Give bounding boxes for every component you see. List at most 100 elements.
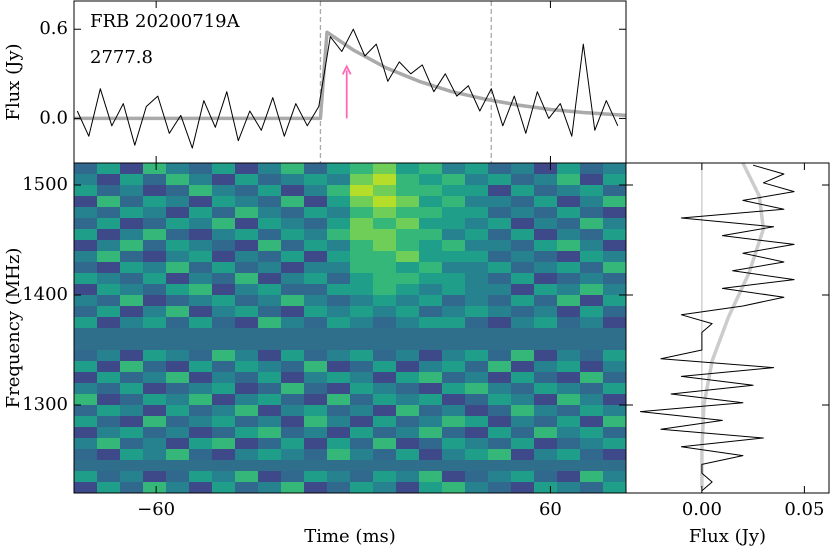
heat-cell xyxy=(603,317,627,329)
heat-cell xyxy=(258,207,282,219)
heat-cell xyxy=(74,317,98,329)
heat-cell xyxy=(166,361,190,373)
heat-cell xyxy=(281,449,305,461)
masked-cell xyxy=(396,339,420,351)
heat-cell xyxy=(580,251,604,263)
heat-cell xyxy=(396,394,420,406)
heat-cell xyxy=(419,295,443,307)
heat-cell xyxy=(74,207,98,219)
heat-cell xyxy=(396,284,420,296)
heat-cell xyxy=(143,361,167,373)
heat-cell xyxy=(419,174,443,186)
heat-cell xyxy=(143,174,167,186)
heat-cell xyxy=(396,163,420,175)
heat-cell xyxy=(442,218,466,230)
heat-cell xyxy=(534,196,558,208)
heat-cell xyxy=(580,163,604,175)
heat-cell xyxy=(166,427,190,439)
heat-cell xyxy=(557,361,581,373)
heat-cell xyxy=(120,361,144,373)
heat-cell xyxy=(97,372,121,384)
masked-cell xyxy=(97,460,121,472)
heat-cell xyxy=(442,306,466,318)
heat-cell xyxy=(534,317,558,329)
heat-cell xyxy=(534,394,558,406)
heat-cell xyxy=(281,471,305,483)
heat-cell xyxy=(189,427,213,439)
data-line xyxy=(639,164,795,492)
heat-cell xyxy=(97,394,121,406)
heat-cell xyxy=(143,427,167,439)
heat-cell xyxy=(120,394,144,406)
heat-cell xyxy=(442,295,466,307)
masked-cell xyxy=(603,339,627,351)
masked-cell xyxy=(143,339,167,351)
heat-cell xyxy=(396,174,420,186)
heat-cell xyxy=(603,218,627,230)
heat-cell xyxy=(465,350,489,362)
heat-cell xyxy=(373,251,397,263)
heat-cell xyxy=(235,317,259,329)
heat-cell xyxy=(235,262,259,274)
heat-cell xyxy=(166,185,190,197)
heat-cell xyxy=(212,449,236,461)
heat-cell xyxy=(327,317,351,329)
heat-cell xyxy=(327,405,351,417)
heat-cell xyxy=(488,317,512,329)
heat-cell xyxy=(534,471,558,483)
heat-cell xyxy=(350,438,374,450)
heat-cell xyxy=(557,405,581,417)
masked-cell xyxy=(258,339,282,351)
heat-cell xyxy=(143,306,167,318)
heat-cell xyxy=(281,350,305,362)
masked-cell xyxy=(304,339,328,351)
masked-cell xyxy=(373,328,397,340)
heat-cell xyxy=(511,295,535,307)
heat-cell xyxy=(212,284,236,296)
heat-cell xyxy=(419,218,443,230)
heat-cell xyxy=(327,240,351,252)
heat-cell xyxy=(304,196,328,208)
heat-cell xyxy=(373,295,397,307)
masked-cell xyxy=(511,460,535,472)
heat-cell xyxy=(212,185,236,197)
heat-cell xyxy=(281,229,305,241)
heat-cell xyxy=(143,471,167,483)
masked-cell xyxy=(511,339,535,351)
heat-cell xyxy=(488,185,512,197)
heat-cell xyxy=(511,262,535,274)
heat-cell xyxy=(373,207,397,219)
heat-cell xyxy=(189,383,213,395)
masked-cell xyxy=(235,339,259,351)
heat-cell xyxy=(258,416,282,428)
heat-cell xyxy=(419,317,443,329)
heat-cell xyxy=(350,482,374,494)
heat-cell xyxy=(534,306,558,318)
heat-cell xyxy=(442,438,466,450)
y-axis-label: Frequency (MHz) xyxy=(3,248,24,409)
heat-cell xyxy=(465,295,489,307)
heat-cell xyxy=(557,438,581,450)
heat-cell xyxy=(580,449,604,461)
heat-cell xyxy=(396,251,420,263)
heat-cell xyxy=(373,372,397,384)
heat-cell xyxy=(258,284,282,296)
masked-cell xyxy=(189,339,213,351)
masked-cell xyxy=(373,460,397,472)
heat-cell xyxy=(166,471,190,483)
heat-cell xyxy=(373,185,397,197)
heat-cell xyxy=(488,262,512,274)
heat-cell xyxy=(419,361,443,373)
heat-cell xyxy=(327,372,351,384)
heat-cell xyxy=(258,383,282,395)
heat-cell xyxy=(235,273,259,285)
heat-cell xyxy=(350,383,374,395)
heat-cell xyxy=(396,240,420,252)
heat-cell xyxy=(603,284,627,296)
masked-cell xyxy=(327,328,351,340)
heat-cell xyxy=(580,416,604,428)
heat-cell xyxy=(580,174,604,186)
heat-cell xyxy=(419,405,443,417)
heat-cell xyxy=(603,449,627,461)
heat-cell xyxy=(281,482,305,494)
